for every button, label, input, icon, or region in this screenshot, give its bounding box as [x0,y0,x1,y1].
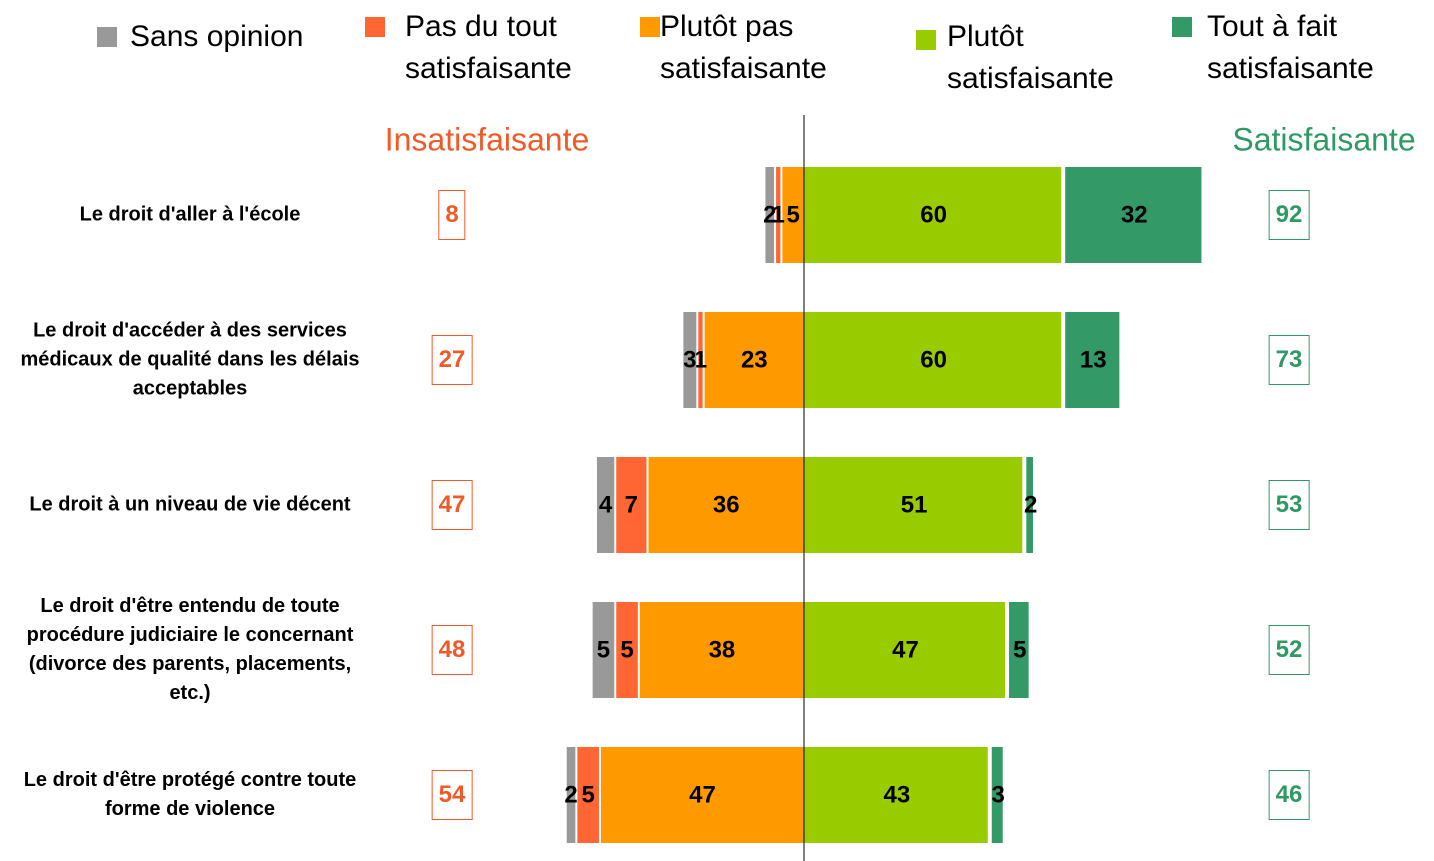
left-total: 8 [438,190,466,240]
value-label: 47 [892,637,919,664]
bar-segment [804,457,1023,553]
category-label: Le droit d'aller à l'école [79,203,301,226]
bar-segment [566,747,576,843]
bar-segment [698,312,703,408]
bar-segment [804,312,1062,408]
right-total: 92 [1268,190,1310,240]
bar-segment [804,602,1006,698]
value-label: 2 [1024,492,1037,519]
bar-segment [600,747,804,843]
legend-swatch [640,17,660,37]
bar-segment [616,457,647,553]
legend-swatch [97,27,117,47]
right-total: 73 [1268,335,1310,385]
bar-segment [1065,167,1202,263]
value-label: 2 [763,202,776,229]
bar-segment [639,602,804,698]
bar-segment [1065,312,1120,408]
value-label: 4 [599,492,613,519]
left-header: Insatisfaisante [384,121,590,158]
value-label: 5 [597,637,610,664]
value-label: 7 [625,492,638,519]
right-header: Satisfaisante [1232,121,1416,158]
value-label: 3 [683,347,696,374]
category-label: Le droit d'accéder à des services médica… [20,319,360,400]
value-label: 1 [772,202,785,229]
category-label: Le droit d'être protégé contre toute for… [23,769,357,820]
value-label: 5 [787,202,800,229]
category-label: Le droit à un niveau de vie décent [29,493,351,516]
left-total: 47 [431,480,473,530]
right-total: 53 [1268,480,1310,530]
bar-segment [592,602,615,698]
left-total: 48 [431,625,473,675]
legend-label: Plutôt pas satisfaisante [660,10,827,85]
legend-label: Pas du tout satisfaisante [405,10,572,85]
bar-segment [776,167,781,263]
bar-segment [782,167,804,263]
value-label: 38 [709,637,736,664]
value-label: 5 [1013,637,1026,664]
bar-segment [804,167,1062,263]
value-label: 60 [920,347,947,374]
bar-segment [1009,602,1029,698]
bar-segment [648,457,804,553]
legend-swatch [365,17,385,37]
legend-label: Sans opinion [130,20,304,53]
bar-segment [804,747,988,843]
value-label: 32 [1121,202,1148,229]
value-label: 36 [713,492,740,519]
value-label: 23 [741,347,768,374]
legend-swatch [1172,17,1192,37]
right-total: 52 [1268,625,1310,675]
left-total: 27 [431,335,473,385]
bar-segment [616,602,638,698]
bar-segment [1026,457,1033,553]
bar-segment [765,167,775,263]
value-label: 2 [564,782,577,809]
bar-segment [596,457,615,553]
value-label: 47 [689,782,716,809]
category-label: Le droit d'être entendu de toute procédu… [26,595,354,704]
value-label: 43 [884,782,911,809]
value-label: 60 [920,202,947,229]
legend-label: Tout à fait satisfaisante [1207,10,1374,85]
bar-segment [704,312,804,408]
left-total: 54 [431,770,473,820]
legend-label: Plutôt satisfaisante [947,20,1114,95]
right-total: 46 [1268,770,1310,820]
value-label: 3 [992,782,1005,809]
value-label: 13 [1080,347,1107,374]
bar-segment [991,747,1003,843]
bar-segment [683,312,697,408]
bar-segment [577,747,599,843]
value-label: 1 [694,347,707,374]
value-label: 51 [901,492,928,519]
legend-swatch [916,30,936,50]
value-label: 5 [581,782,594,809]
value-label: 5 [620,637,633,664]
